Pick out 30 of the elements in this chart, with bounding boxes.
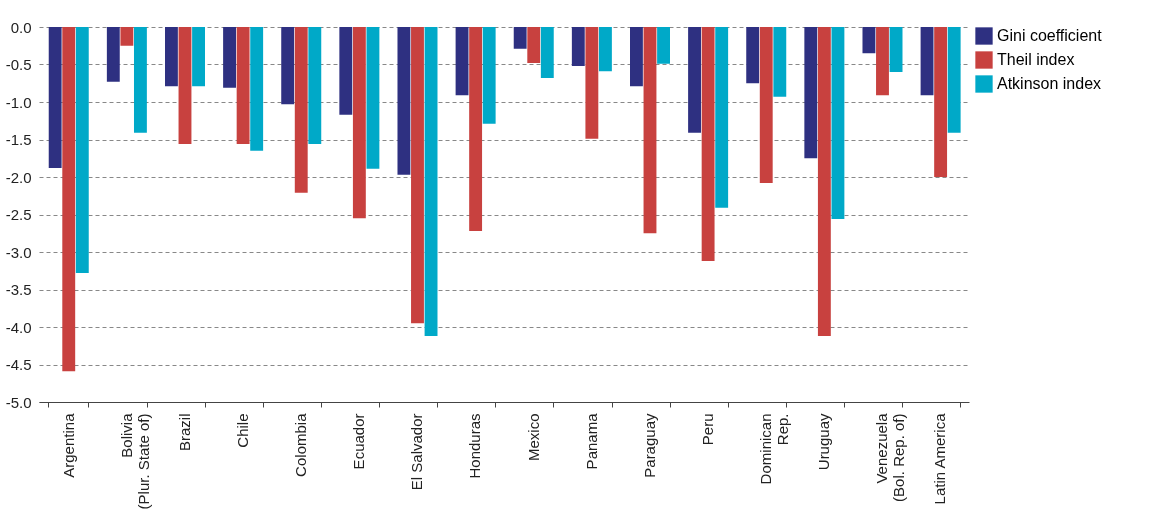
x-tick-label: Latin America (931, 412, 949, 505)
x-tick-label: Peru (698, 413, 716, 446)
x-tick-label: Dominican Rep. (757, 413, 792, 485)
y-tick-label: -0.5 (5, 56, 32, 73)
y-tick-label: -3.0 (5, 243, 32, 261)
legend-label: Theil index (997, 51, 1075, 68)
y-tick-label: -1.0 (5, 93, 32, 111)
x-tick-label: El Salvador (408, 413, 426, 491)
y-tick-label: -4.0 (5, 318, 32, 336)
x-tick-label: Panama (582, 412, 600, 470)
x-tick-label: Chile (233, 413, 251, 448)
y-tick-label: -1.5 (5, 131, 32, 148)
x-tick-label: Ecuador (350, 413, 368, 470)
y-tick-label: -4.5 (5, 356, 32, 373)
x-tick-label: Uruguay (815, 413, 833, 471)
y-tick-label: -2.0 (5, 168, 32, 186)
y-tick-label: -5.0 (5, 393, 32, 411)
y-tick-label: -3.5 (5, 281, 32, 298)
x-tick-label: Colombia (292, 412, 310, 477)
y-tick-label: 0.0 (10, 18, 32, 36)
x-tick-label: Argentina (59, 412, 77, 478)
legend-label: Gini coefficient (997, 27, 1103, 44)
y-tick-label: -2.5 (5, 206, 32, 223)
x-tick-label: Paraguay (640, 413, 658, 478)
x-tick-label: Honduras (466, 413, 484, 479)
legend-label: Atkinson index (997, 75, 1102, 92)
x-tick-label: Venezuela (Bol. Rep. of) (873, 412, 908, 502)
x-tick-label: Bolivia (Plur. State of) (117, 412, 152, 510)
x-tick-label: Brazil (175, 413, 193, 452)
x-tick-label: Mexico (524, 413, 542, 462)
